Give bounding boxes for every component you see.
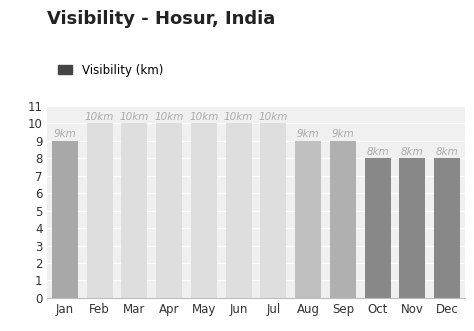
Text: 8km: 8km bbox=[401, 147, 424, 157]
Bar bbox=[330, 141, 356, 298]
Bar bbox=[434, 158, 460, 298]
Text: 9km: 9km bbox=[54, 129, 76, 139]
Text: 8km: 8km bbox=[436, 147, 458, 157]
Text: 10km: 10km bbox=[259, 112, 288, 122]
Bar bbox=[365, 158, 391, 298]
Text: 9km: 9km bbox=[331, 129, 354, 139]
Bar bbox=[226, 123, 252, 298]
Text: Visibility - Hosur, India: Visibility - Hosur, India bbox=[47, 10, 276, 28]
Bar bbox=[121, 123, 147, 298]
Text: 8km: 8km bbox=[366, 147, 389, 157]
Text: 10km: 10km bbox=[119, 112, 149, 122]
Text: 10km: 10km bbox=[189, 112, 219, 122]
Bar bbox=[295, 141, 321, 298]
Text: 10km: 10km bbox=[85, 112, 114, 122]
Text: 10km: 10km bbox=[224, 112, 253, 122]
Bar bbox=[399, 158, 426, 298]
Text: 9km: 9km bbox=[297, 129, 319, 139]
Bar bbox=[52, 141, 78, 298]
Bar bbox=[156, 123, 182, 298]
Bar bbox=[86, 123, 112, 298]
Bar bbox=[260, 123, 286, 298]
Text: 10km: 10km bbox=[155, 112, 184, 122]
Bar bbox=[191, 123, 217, 298]
Legend: Visibility (km): Visibility (km) bbox=[53, 59, 168, 81]
